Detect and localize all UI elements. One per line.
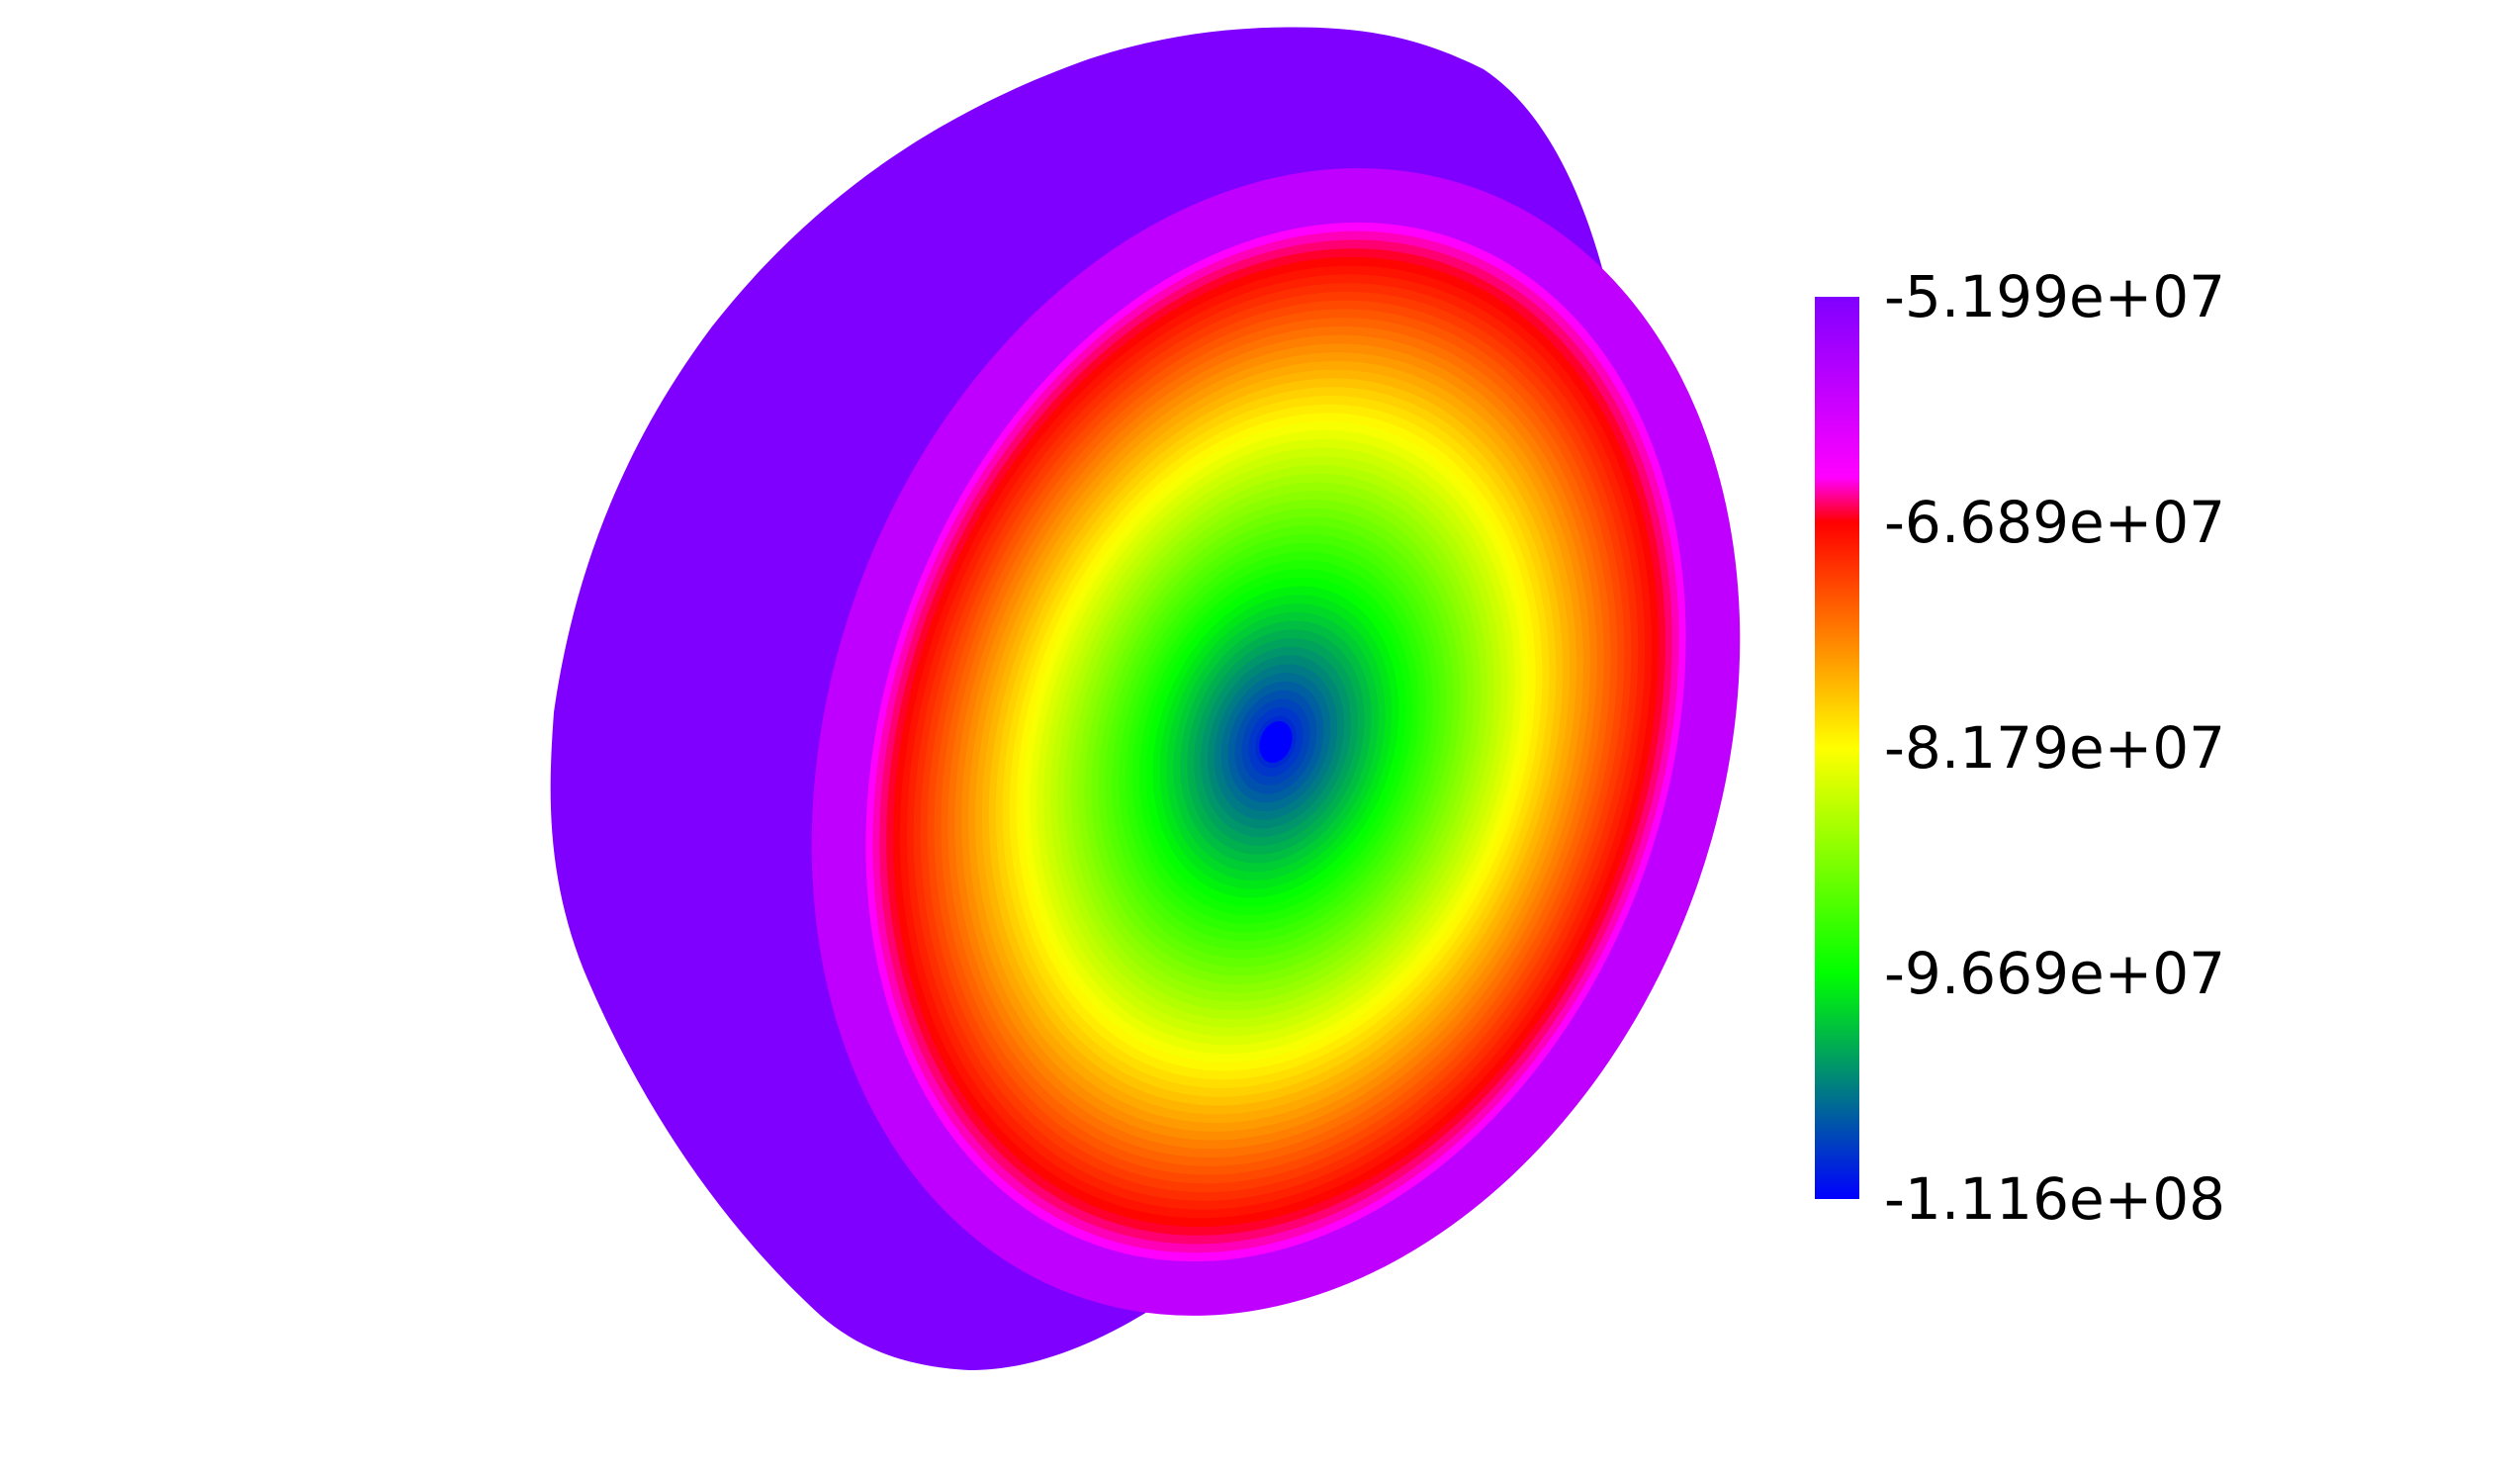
colorbar-tick-label: -6.689e+07 <box>1884 488 2226 556</box>
colorbar-tick-label: -1.116e+08 <box>1884 1165 2226 1233</box>
surface-contour <box>550 27 1741 1370</box>
colorbar <box>1815 297 1859 1199</box>
contour-band <box>1259 720 1293 764</box>
colorbar-tick-label: -5.199e+07 <box>1884 263 2226 330</box>
colorbar-tick-label: -9.669e+07 <box>1884 939 2226 1007</box>
colorbar-tick-label: -8.179e+07 <box>1884 713 2226 782</box>
